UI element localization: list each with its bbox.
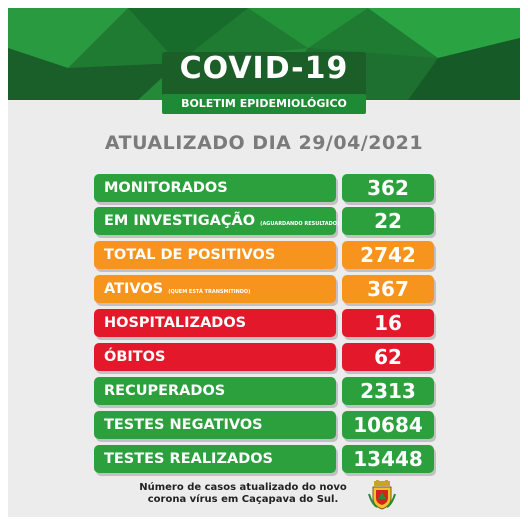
bulletin-poster: COVID-19 BOLETIM EPIDEMIOLÓGICO ATUALIZA… <box>8 8 520 517</box>
row-value: 362 <box>367 176 409 200</box>
row-label: TESTES NEGATIVOS <box>104 417 263 433</box>
row-value: 16 <box>374 311 402 335</box>
footer-line-1: Número de casos atualizado do novo <box>139 482 347 493</box>
footer-line-2: corona vírus em Caçapava do Sul. <box>147 494 339 505</box>
row-ativos: ATIVOS (QUEM ESTÁ TRANSMITINDO) 367 <box>94 275 434 303</box>
row-value: 13448 <box>353 447 423 471</box>
row-label: ATIVOS <box>104 281 164 297</box>
municipal-coat-of-arms-icon <box>368 480 396 510</box>
row-value: 2742 <box>360 243 416 267</box>
title-banner: COVID-19 <box>162 52 366 100</box>
row-note: (AGUARDANDO RESULTADO) <box>260 221 340 227</box>
row-obitos: ÓBITOS 62 <box>94 343 434 371</box>
row-value: 22 <box>374 209 402 233</box>
row-monitorados: MONITORADOS 362 <box>94 174 434 202</box>
row-recuperados: RECUPERADOS 2313 <box>94 377 434 405</box>
row-value: 10684 <box>353 413 423 437</box>
row-total-positivos: TOTAL DE POSITIVOS 2742 <box>94 241 434 269</box>
update-date: ATUALIZADO DIA 29/04/2021 <box>104 132 424 154</box>
row-note: (QUEM ESTÁ TRANSMITINDO) <box>168 289 251 295</box>
footer-note: Número de casos atualizado do novo coron… <box>120 482 366 506</box>
row-label: HOSPITALIZADOS <box>104 315 247 331</box>
row-testes-negativos: TESTES NEGATIVOS 10684 <box>94 411 434 439</box>
row-label: RECUPERADOS <box>104 383 226 399</box>
row-label: TOTAL DE POSITIVOS <box>104 247 276 263</box>
row-label: ÓBITOS <box>104 349 166 365</box>
row-value: 2313 <box>360 379 416 403</box>
row-em-investigacao: EM INVESTIGAÇÃO (AGUARDANDO RESULTADO) 2… <box>94 207 434 235</box>
row-label: MONITORADOS <box>104 180 228 196</box>
row-value: 62 <box>374 345 402 369</box>
row-testes-realizados: TESTES REALIZADOS 13448 <box>94 445 434 473</box>
subtitle-banner: BOLETIM EPIDEMIOLÓGICO <box>162 94 366 114</box>
row-label: TESTES REALIZADOS <box>104 451 273 467</box>
row-hospitalizados: HOSPITALIZADOS 16 <box>94 309 434 337</box>
row-value: 367 <box>367 277 409 301</box>
row-label: EM INVESTIGAÇÃO <box>104 213 256 229</box>
page-subtitle: BOLETIM EPIDEMIOLÓGICO <box>181 97 347 110</box>
page-title: COVID-19 <box>179 51 349 86</box>
